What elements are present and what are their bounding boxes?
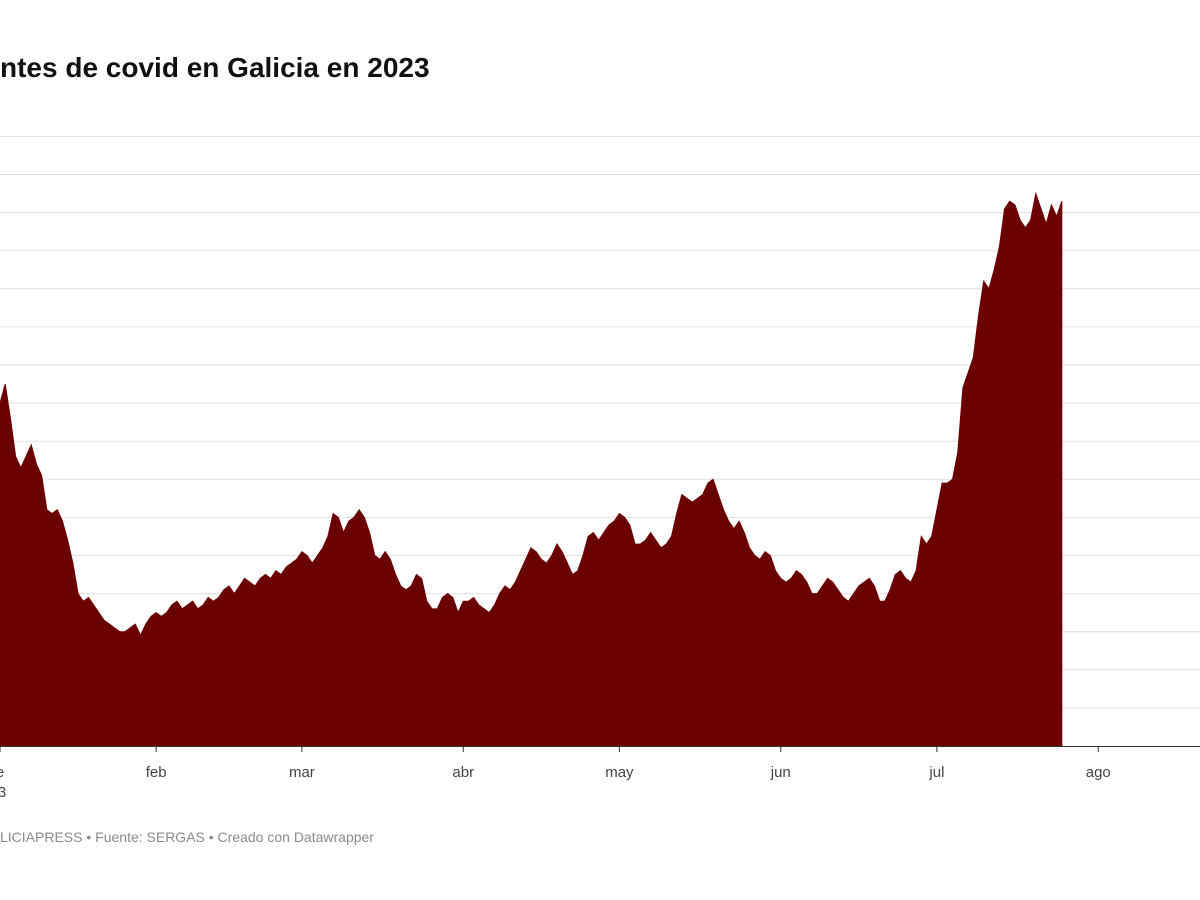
x-tick-label-jul: jul xyxy=(928,764,944,781)
x-tick-label-ago: ago xyxy=(1086,764,1111,781)
x-tick-label-e: e xyxy=(0,764,4,781)
x-tick-sublabel: 3 xyxy=(0,784,6,801)
x-tick-labels: e 3 feb mar abr may jun jul ago xyxy=(0,764,1111,801)
x-tick-label-may: may xyxy=(605,764,634,781)
x-tick-label-jun: jun xyxy=(770,764,791,781)
x-tick-label-abr: abr xyxy=(452,764,474,781)
x-tick-label-mar: mar xyxy=(289,764,315,781)
area-layer xyxy=(0,191,1063,747)
x-tick-label-feb: feb xyxy=(146,764,167,781)
chart-title: ntes de covid en Galicia en 2023 xyxy=(0,52,430,83)
source-footer: LICIAPRESS • Fuente: SERGAS • Creado con… xyxy=(0,829,374,845)
area-series-covid xyxy=(0,191,1063,747)
x-axis xyxy=(0,746,1200,752)
